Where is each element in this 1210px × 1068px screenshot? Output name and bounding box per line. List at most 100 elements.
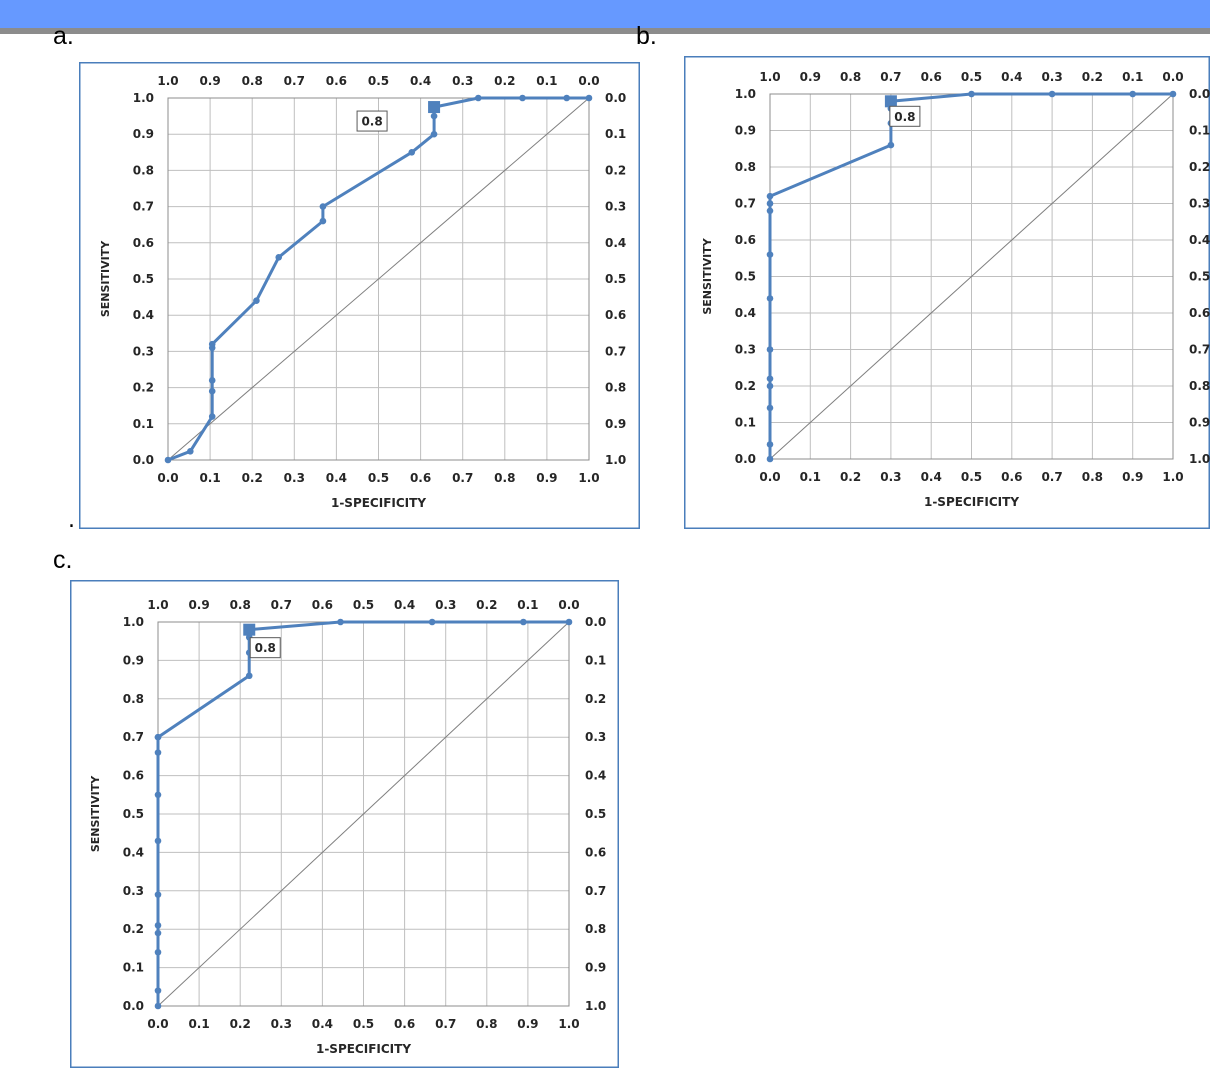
y-tick-label: 0.5 <box>735 270 756 284</box>
panel-label-c: c. <box>53 546 73 574</box>
right-tick-label: 0.9 <box>605 417 626 431</box>
x-tick-label: 0.3 <box>271 1017 292 1031</box>
x-axis-title: 1-SPECIFICITY <box>331 496 426 510</box>
x-tick-label: 0.0 <box>157 471 178 485</box>
x-tick-label: 0.8 <box>476 1017 497 1031</box>
roc-data-point <box>275 253 283 261</box>
y-tick-label: 0.8 <box>123 692 144 706</box>
x-tick-label: 0.2 <box>242 471 263 485</box>
x-tick-label: 0.6 <box>1001 470 1022 484</box>
plot-area-border <box>167 97 590 461</box>
top-tick-label: 0.4 <box>410 74 431 88</box>
top-tick-label: 0.2 <box>1082 70 1103 84</box>
y-tick-label: 0.0 <box>735 452 756 466</box>
right-tick-label: 0.8 <box>1189 379 1210 393</box>
right-tick-label: 1.0 <box>585 999 606 1013</box>
y-tick-label: 0.6 <box>133 236 154 250</box>
y-tick-label: 0.1 <box>133 417 154 431</box>
y-tick-label: 0.7 <box>123 730 144 744</box>
top-tick-label: 0.7 <box>284 74 305 88</box>
y-axis-title: SENSITIVITY <box>99 240 112 317</box>
x-tick-label: 0.7 <box>1041 470 1062 484</box>
roc-data-point <box>766 251 774 258</box>
chart-frame <box>684 56 1210 529</box>
highlight-square-marker <box>884 95 897 108</box>
y-tick-label: 1.0 <box>123 615 144 629</box>
top-tick-label: 0.5 <box>961 70 982 84</box>
right-tick-label: 0.9 <box>1189 416 1210 430</box>
x-tick-label: 0.1 <box>800 470 821 484</box>
y-tick-label: 0.0 <box>123 999 144 1013</box>
stray-dot-mark: . <box>68 508 75 533</box>
right-tick-label: 0.7 <box>1189 343 1210 357</box>
roc-data-point <box>430 130 438 138</box>
top-tick-label: 0.5 <box>353 598 374 612</box>
roc-data-point <box>766 441 774 448</box>
x-tick-label: 1.0 <box>558 1017 579 1031</box>
x-tick-label: 0.7 <box>452 471 473 485</box>
top-tick-label: 0.8 <box>840 70 861 84</box>
roc-chart-b: 0.0 0.1 0.2 0.3 0.4 0.5 0.6 0.7 0.8 0.9 1.01.0 0.9 0… <box>684 56 1210 529</box>
right-tick-label: 0.8 <box>585 922 606 936</box>
x-tick-label: 0.4 <box>921 470 942 484</box>
right-tick-label: 0.4 <box>605 236 626 250</box>
right-tick-label: 0.3 <box>585 730 606 744</box>
top-tick-label: 1.0 <box>157 74 178 88</box>
top-tick-label: 0.2 <box>494 74 515 88</box>
top-tick-label: 0.4 <box>394 598 415 612</box>
right-tick-label: 0.9 <box>585 961 606 975</box>
right-tick-label: 0.0 <box>605 91 626 105</box>
callout-box <box>356 110 388 132</box>
x-tick-label: 0.8 <box>494 471 515 485</box>
roc-data-point <box>887 141 895 149</box>
callout-label: 0.8 <box>894 110 915 124</box>
right-tick-label: 0.3 <box>1189 197 1210 211</box>
right-tick-label: 0.7 <box>585 884 606 898</box>
right-tick-label: 0.1 <box>605 127 626 141</box>
highlight-square-marker <box>428 101 441 114</box>
right-tick-label: 0.7 <box>605 344 626 358</box>
x-tick-label: 0.1 <box>188 1017 209 1031</box>
roc-data-point <box>208 377 216 384</box>
reference-diagonal-line <box>157 621 570 1007</box>
callout-box <box>249 637 281 659</box>
roc-data-point <box>766 455 774 463</box>
x-tick-label: 0.4 <box>326 471 347 485</box>
y-tick-label: 1.0 <box>735 87 756 101</box>
y-tick-label: 0.2 <box>735 379 756 393</box>
top-tick-label: 0.0 <box>578 74 599 88</box>
y-tick-label: 0.8 <box>735 160 756 174</box>
x-tick-label: 0.7 <box>435 1017 456 1031</box>
callout-box <box>889 105 921 127</box>
x-tick-label: 0.6 <box>394 1017 415 1031</box>
roc-data-point <box>430 112 438 120</box>
roc-data-point <box>337 618 344 626</box>
x-tick-label: 0.9 <box>517 1017 538 1031</box>
roc-data-point <box>154 837 162 845</box>
roc-data-point <box>154 1002 162 1010</box>
roc-data-point <box>1129 90 1136 98</box>
roc-data-point <box>428 618 436 626</box>
y-tick-label: 0.2 <box>133 381 154 395</box>
y-tick-label: 0.7 <box>735 197 756 211</box>
reference-diagonal-line <box>167 97 590 461</box>
x-axis-title: 1-SPECIFICITY <box>924 495 1019 509</box>
roc-data-point <box>154 929 162 937</box>
x-tick-label: 0.5 <box>961 470 982 484</box>
roc-data-point <box>187 448 194 455</box>
top-tick-label: 0.9 <box>199 74 220 88</box>
title-divider <box>0 28 1210 34</box>
right-tick-label: 0.6 <box>585 845 606 859</box>
roc-data-point <box>520 618 527 626</box>
y-tick-label: 0.8 <box>133 163 154 177</box>
roc-data-point <box>319 217 327 225</box>
y-tick-label: 0.9 <box>735 124 756 138</box>
x-tick-label: 0.5 <box>353 1017 374 1031</box>
roc-data-point <box>208 387 216 395</box>
y-tick-label: 0.4 <box>133 308 154 322</box>
x-tick-label: 0.3 <box>880 470 901 484</box>
roc-data-point <box>766 375 774 383</box>
x-tick-label: 0.6 <box>410 471 431 485</box>
callout-label: 0.8 <box>255 641 276 655</box>
x-tick-label: 0.4 <box>312 1017 333 1031</box>
